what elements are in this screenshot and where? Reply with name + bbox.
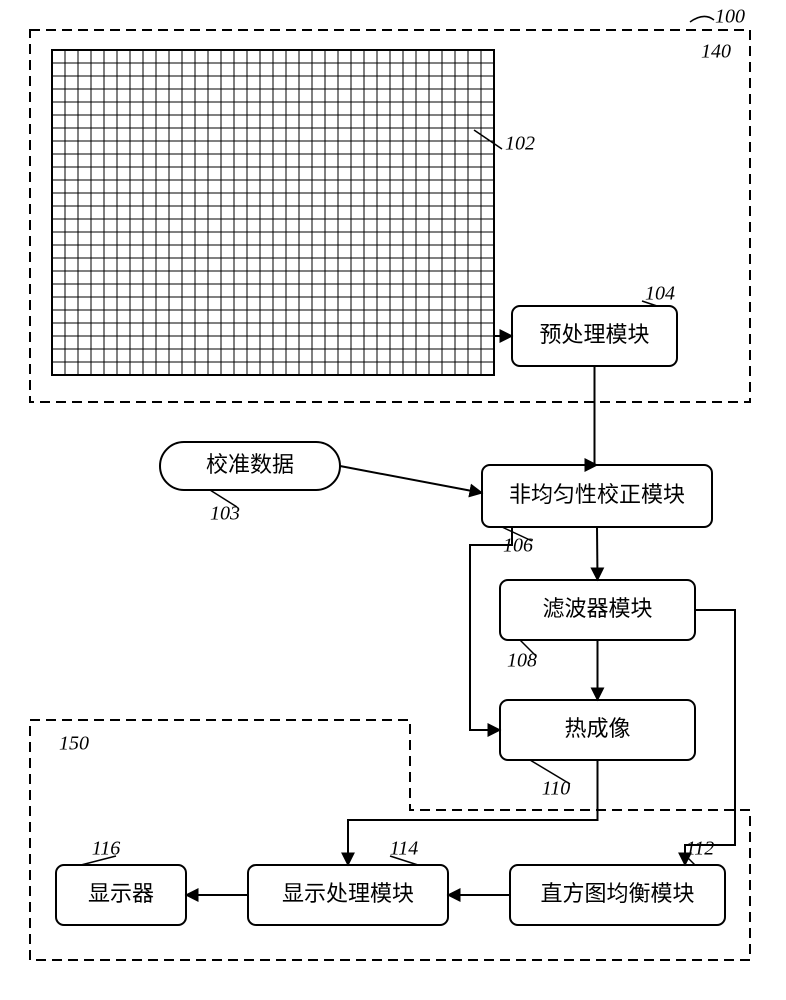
box-display_proc-label: 显示处理模块 [282, 881, 414, 906]
calibration-data-label: 校准数据 [206, 452, 294, 477]
box-histeq: 直方图均衡模块 [510, 865, 725, 925]
box-filter-label: 滤波器模块 [542, 596, 652, 621]
ref-100: 100 [715, 6, 745, 28]
leader-100 [690, 16, 714, 22]
ref-112: 112 [686, 838, 715, 860]
box-display: 显示器 [56, 865, 186, 925]
box-filter: 滤波器模块 [500, 580, 695, 640]
box-thermal: 热成像 [500, 700, 695, 760]
arrow-preprocess-to-nuc [595, 366, 598, 465]
box-preprocess: 预处理模块 [512, 306, 677, 366]
box-thermal-label: 热成像 [564, 716, 630, 741]
box-display-label: 显示器 [88, 881, 154, 906]
sensor-array-grid [52, 50, 494, 375]
arrow-thermal-to-displayproc [348, 760, 598, 865]
box-histeq-label: 直方图均衡模块 [540, 881, 694, 906]
ref-114: 114 [390, 838, 419, 860]
box-preprocess-label: 预处理模块 [539, 322, 649, 347]
box-display_proc: 显示处理模块 [248, 865, 448, 925]
ref-104: 104 [645, 283, 675, 305]
box-nuc: 非均匀性校正模块 [482, 465, 712, 527]
ref-102: 102 [505, 133, 535, 155]
ref-108: 108 [507, 650, 537, 672]
ref-106: 106 [503, 535, 533, 557]
ref-150: 150 [59, 733, 89, 755]
arrow-oval-to-nuc [340, 466, 482, 493]
ref-140: 140 [701, 41, 731, 63]
ref-103: 103 [210, 503, 240, 525]
arrow-nuc-to-filter [597, 527, 598, 580]
ref-110: 110 [542, 778, 571, 800]
box-nuc-label: 非均匀性校正模块 [509, 482, 685, 507]
ref-116: 116 [92, 838, 121, 860]
